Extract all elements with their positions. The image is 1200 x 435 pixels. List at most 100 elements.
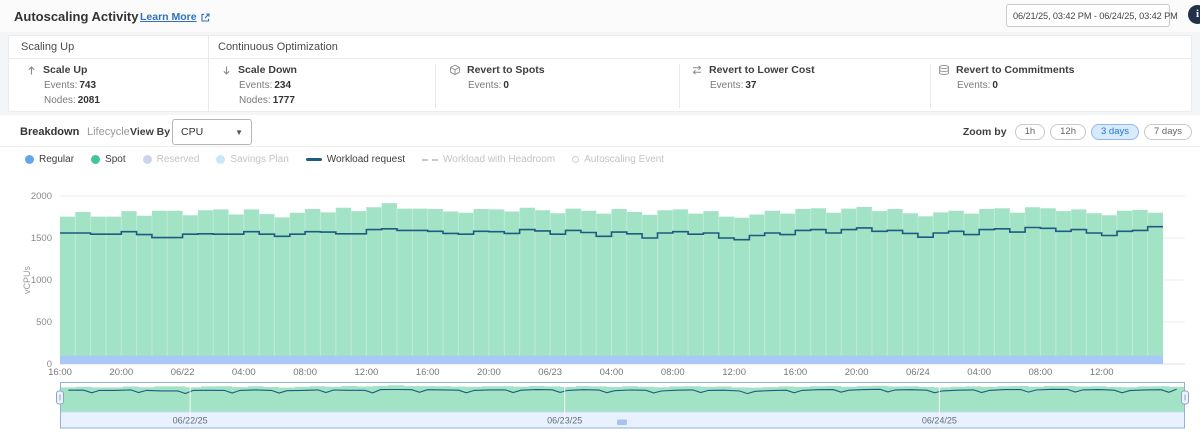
- stat-card-revert-to-spots: Revert to Spots Events: 0: [449, 64, 545, 91]
- external-link-icon: [201, 12, 210, 22]
- zoom-by-label: Zoom by: [962, 126, 1007, 138]
- svg-text:04:00: 04:00: [600, 367, 624, 378]
- legend-swatch-regular: [25, 155, 34, 164]
- svg-text:1500: 1500: [31, 233, 52, 244]
- chevron-down-icon: ▼: [235, 127, 243, 137]
- stat-metric: Events: 743: [44, 80, 97, 91]
- tab-lifecycle[interactable]: Lifecycle: [87, 126, 130, 138]
- group-continuous-optimization: Continuous Optimization: [218, 41, 338, 53]
- stat-card-scale-down: Scale Down Events: 234 Nodes: 1777: [220, 64, 297, 106]
- zoom-option-7-days[interactable]: 7 days: [1144, 124, 1192, 140]
- chart-toolbar: Breakdown Lifecycle View By CPU ▼ Zoom b…: [0, 118, 1200, 147]
- arrow-down-icon: [220, 64, 232, 76]
- legend-item-autoscaling-event[interactable]: Autoscaling Event: [572, 154, 664, 165]
- layers-icon: [938, 64, 950, 76]
- svg-text:16:00: 16:00: [416, 367, 440, 378]
- legend-swatch-workload-with-headroom: [422, 158, 438, 161]
- zoom-by-group: Zoom by 1h 12h 3 days 7 days: [963, 124, 1192, 140]
- svg-text:16:00: 16:00: [783, 367, 807, 378]
- stat-metric: Nodes: 1777: [239, 95, 295, 106]
- zoom-option-1h[interactable]: 1h: [1014, 124, 1046, 140]
- stats-divider: [208, 36, 209, 111]
- stat-metric: Nodes: 2081: [44, 95, 100, 106]
- cube-icon: [449, 64, 461, 76]
- group-scaling-up: Scaling Up: [21, 41, 75, 53]
- spot-area-series: [60, 203, 1163, 364]
- stats-divider: [435, 64, 436, 108]
- legend-item-reserved[interactable]: Reserved: [142, 154, 199, 165]
- chart-legend: Regular Spot Reserved Savings Plan Workl…: [25, 154, 664, 165]
- svg-text:12:00: 12:00: [722, 367, 746, 378]
- tab-breakdown[interactable]: Breakdown: [20, 126, 80, 138]
- legend-swatch-reserved: [142, 155, 152, 164]
- legend-item-savings-plan[interactable]: Savings Plan: [216, 154, 289, 165]
- legend-item-workload-request[interactable]: Workload request: [305, 154, 405, 165]
- stat-card-scale-up: Scale Up Events: 743 Nodes: 2081: [25, 64, 100, 106]
- svg-text:08:00: 08:00: [661, 367, 685, 378]
- navigator-workload-line: [68, 388, 1177, 395]
- svg-text:20:00: 20:00: [109, 367, 133, 378]
- legend-item-workload-with-headroom[interactable]: Workload with Headroom: [422, 154, 555, 165]
- legend-swatch-savings-plan: [216, 155, 226, 164]
- stat-card-revert-to-commitments: Revert to Commitments Events: 0: [938, 64, 1074, 91]
- view-by-value: CPU: [181, 126, 204, 138]
- legend-item-spot[interactable]: Spot: [91, 154, 126, 165]
- svg-text:06/24: 06/24: [906, 367, 930, 378]
- svg-text:16:00: 16:00: [48, 367, 72, 378]
- page-title: Autoscaling Activity: [14, 9, 139, 24]
- svg-text:0: 0: [47, 359, 52, 370]
- navigator-spot-area: [60, 385, 1185, 412]
- group-header-divider: [9, 58, 1191, 59]
- stats-divider: [930, 64, 931, 108]
- svg-text:06/24/25: 06/24/25: [922, 416, 957, 426]
- svg-text:500: 500: [36, 317, 52, 328]
- stat-label: Revert to Lower Cost: [709, 64, 815, 76]
- stat-metric: Events: 234: [239, 80, 292, 91]
- svg-text:08:00: 08:00: [1029, 367, 1053, 378]
- svg-text:06/23/25: 06/23/25: [547, 416, 582, 426]
- stat-label: Scale Down: [238, 64, 297, 76]
- y-axis-title: vCPUs: [22, 266, 32, 295]
- stat-label: Revert to Spots: [467, 64, 545, 76]
- stat-metric: Events: 37: [710, 80, 757, 91]
- view-by-label: View By: [130, 126, 171, 138]
- learn-more-label: Learn More: [140, 11, 197, 23]
- legend-swatch-autoscaling-event: [572, 156, 580, 163]
- svg-text:06/23: 06/23: [538, 367, 562, 378]
- info-icon[interactable]: i: [1188, 5, 1200, 24]
- stat-metric: Events: 0: [957, 80, 998, 91]
- stats-panel: Scaling Up Continuous Optimization Scale…: [8, 35, 1192, 112]
- svg-text:20:00: 20:00: [845, 367, 869, 378]
- svg-text:20:00: 20:00: [477, 367, 501, 378]
- stat-label: Scale Up: [43, 64, 88, 76]
- stat-metric: Events: 0: [468, 80, 509, 91]
- svg-text:2000: 2000: [31, 191, 52, 202]
- stat-label: Revert to Commitments: [956, 64, 1075, 76]
- legend-swatch-workload-request: [305, 158, 322, 161]
- main-chart[interactable]: 0 500 1000 1500 2000 vCPUs 16:00 20:00 06/22 04:0…: [0, 178, 1200, 380]
- stats-divider: [679, 64, 680, 108]
- legend-item-regular[interactable]: Regular: [25, 154, 74, 165]
- view-by-select[interactable]: CPU ▼: [172, 119, 252, 145]
- regular-area-series: [60, 355, 1163, 364]
- svg-text:04:00: 04:00: [967, 367, 991, 378]
- legend-swatch-spot: [91, 155, 101, 164]
- stat-card-revert-to-lower-cost: Revert to Lower Cost Events: 37: [691, 64, 815, 91]
- svg-text:08:00: 08:00: [293, 367, 317, 378]
- svg-text:1000: 1000: [31, 275, 52, 286]
- arrow-up-icon: [25, 64, 37, 76]
- svg-text:12:00: 12:00: [1090, 367, 1114, 378]
- date-range-value: 06/21/25, 03:42 PM - 06/24/25, 03:42 PM: [1013, 10, 1178, 21]
- navigator-chart[interactable]: 06/22/25 06/23/25 06/24/25: [0, 382, 1200, 432]
- navigator-center-marker[interactable]: [617, 419, 627, 426]
- page-header: Autoscaling Activity Learn More 06/21/25…: [0, 0, 1200, 32]
- svg-text:06/22: 06/22: [171, 367, 195, 378]
- date-range-picker[interactable]: 06/21/25, 03:42 PM - 06/24/25, 03:42 PM: [1006, 4, 1178, 27]
- swap-icon: [691, 64, 703, 76]
- zoom-option-12h[interactable]: 12h: [1050, 124, 1086, 140]
- learn-more-link[interactable]: Learn More: [140, 11, 211, 23]
- zoom-option-3-days[interactable]: 3 days: [1091, 124, 1139, 140]
- workload-request-line: [60, 225, 1163, 241]
- svg-text:06/22/25: 06/22/25: [173, 416, 208, 426]
- svg-text:04:00: 04:00: [232, 367, 256, 378]
